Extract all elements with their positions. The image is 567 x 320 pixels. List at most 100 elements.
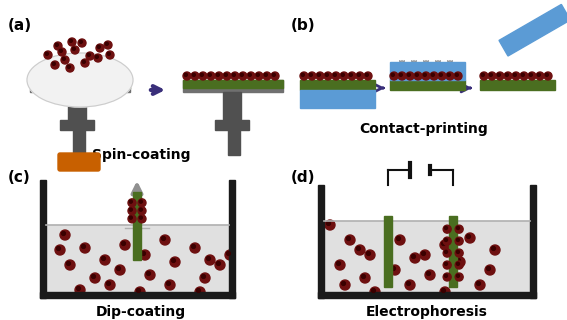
Circle shape [115,265,125,275]
Circle shape [520,72,528,80]
Circle shape [68,38,76,46]
Circle shape [82,60,85,63]
Bar [133,192,141,260]
Circle shape [170,257,180,267]
Circle shape [264,73,267,76]
Circle shape [62,57,65,60]
Circle shape [138,199,146,207]
Circle shape [272,73,276,76]
Circle shape [440,287,450,297]
Circle shape [391,73,394,76]
Circle shape [454,72,462,80]
Circle shape [422,252,425,255]
Bar [390,62,465,80]
Circle shape [477,282,480,285]
Circle shape [488,72,496,80]
Text: (d): (d) [291,170,315,185]
Circle shape [390,72,398,80]
Circle shape [410,253,420,263]
Circle shape [172,259,175,262]
Circle shape [62,232,65,236]
Circle shape [497,73,500,76]
Circle shape [505,73,509,76]
Bar [183,80,283,92]
Circle shape [455,237,463,245]
Circle shape [52,62,56,65]
Circle shape [138,207,146,215]
Bar [60,120,94,130]
Circle shape [367,252,370,255]
Circle shape [465,233,475,243]
Bar [68,92,86,120]
Circle shape [337,262,340,265]
Circle shape [346,236,350,240]
Circle shape [145,270,155,280]
Circle shape [200,73,204,76]
Bar [499,4,567,56]
Circle shape [348,72,356,80]
Circle shape [86,52,94,60]
Circle shape [45,52,48,55]
Bar [46,225,229,292]
Circle shape [357,247,361,250]
Bar [384,216,392,287]
Circle shape [207,72,215,80]
Circle shape [456,250,459,253]
Circle shape [415,73,418,76]
Circle shape [370,287,380,297]
Bar [390,80,465,90]
Circle shape [431,73,434,76]
Circle shape [95,55,98,58]
Circle shape [71,46,79,54]
Circle shape [206,257,210,260]
Text: (b): (b) [291,18,316,33]
Circle shape [142,252,145,255]
FancyBboxPatch shape [58,153,100,171]
Circle shape [390,265,400,275]
Circle shape [255,72,263,80]
Circle shape [371,289,375,292]
Circle shape [120,240,130,250]
Bar [183,80,283,88]
Circle shape [192,73,195,76]
Circle shape [442,289,446,292]
Circle shape [208,73,211,76]
Circle shape [442,242,446,245]
Circle shape [128,207,136,215]
Circle shape [399,73,403,76]
Circle shape [55,245,65,255]
Circle shape [44,51,52,59]
Circle shape [58,48,66,56]
Circle shape [455,273,463,281]
Circle shape [440,240,450,250]
Circle shape [100,255,110,265]
Circle shape [455,225,463,233]
Circle shape [424,73,426,76]
Circle shape [51,61,59,69]
Circle shape [455,73,458,76]
Circle shape [309,73,312,76]
Circle shape [80,243,90,253]
Circle shape [496,72,504,80]
Circle shape [445,227,447,229]
Circle shape [195,287,205,297]
Circle shape [162,236,166,240]
Circle shape [513,73,517,76]
Circle shape [529,73,532,76]
Circle shape [227,252,230,255]
Circle shape [512,72,520,80]
Ellipse shape [27,53,133,107]
Circle shape [121,242,125,245]
Circle shape [139,200,142,203]
Circle shape [200,273,210,283]
Circle shape [455,257,465,267]
Circle shape [490,245,500,255]
Circle shape [139,208,142,211]
Circle shape [325,220,335,230]
Bar [40,292,235,298]
Bar [73,130,85,155]
Circle shape [327,221,331,225]
Circle shape [90,273,100,283]
Circle shape [340,72,348,80]
Circle shape [137,289,141,292]
